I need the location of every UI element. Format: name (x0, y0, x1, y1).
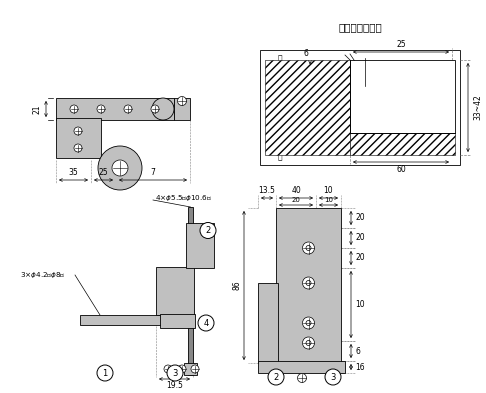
Text: 20: 20 (355, 233, 364, 242)
Text: 10: 10 (324, 186, 333, 195)
Bar (186, 223, 214, 268)
Circle shape (164, 365, 172, 373)
Text: 21: 21 (32, 104, 41, 114)
Text: 40: 40 (291, 186, 301, 195)
Bar (350, 60, 455, 133)
Bar (156, 267, 194, 315)
Text: 25: 25 (396, 40, 406, 49)
Bar (258, 283, 278, 363)
Circle shape (200, 222, 216, 239)
Bar (258, 361, 345, 373)
Text: 20: 20 (355, 253, 364, 263)
Text: 35: 35 (69, 168, 78, 177)
Text: 2: 2 (206, 226, 210, 235)
Circle shape (268, 373, 278, 382)
Circle shape (98, 146, 142, 190)
Circle shape (97, 365, 113, 381)
Bar (80, 315, 188, 325)
Text: 19.5: 19.5 (166, 381, 183, 390)
Circle shape (306, 321, 311, 325)
Text: 2: 2 (273, 373, 278, 382)
Circle shape (177, 97, 187, 105)
Text: 25: 25 (99, 168, 108, 177)
Text: 3: 3 (173, 369, 178, 378)
Circle shape (124, 105, 132, 113)
Text: 21: 21 (367, 92, 376, 101)
Circle shape (178, 365, 186, 373)
Bar (56, 118, 101, 158)
Text: 13.5: 13.5 (259, 186, 276, 195)
Text: 20: 20 (292, 197, 300, 203)
Circle shape (325, 369, 341, 385)
Text: 20: 20 (355, 213, 364, 222)
Circle shape (306, 340, 311, 345)
Text: 3×$\phi$4.2穴$\phi$8皿: 3×$\phi$4.2穴$\phi$8皿 (20, 270, 66, 280)
Text: 【取付加工図】: 【取付加工図】 (338, 22, 382, 32)
Text: 6: 6 (304, 49, 309, 58)
Text: 4: 4 (203, 318, 208, 327)
Circle shape (306, 246, 311, 250)
Circle shape (302, 277, 314, 289)
Bar (276, 208, 341, 363)
Circle shape (74, 127, 82, 135)
Text: 表: 表 (278, 54, 282, 63)
Text: 6: 6 (355, 347, 360, 356)
Text: 4×$\phi$5.5穴$\phi$10.6皿: 4×$\phi$5.5穴$\phi$10.6皿 (155, 193, 212, 203)
Bar (265, 60, 350, 155)
Circle shape (268, 369, 284, 385)
Circle shape (326, 373, 334, 382)
Circle shape (74, 144, 82, 152)
Text: 86: 86 (232, 281, 241, 290)
Circle shape (151, 105, 159, 113)
Circle shape (97, 105, 105, 113)
Bar (56, 98, 174, 120)
Bar (188, 207, 193, 375)
Circle shape (70, 105, 78, 113)
Text: 33~42: 33~42 (473, 95, 482, 120)
Bar (350, 133, 455, 155)
Bar (184, 363, 197, 375)
Text: 10: 10 (324, 197, 333, 203)
Text: 7: 7 (151, 168, 156, 177)
Circle shape (306, 281, 311, 285)
Text: 60: 60 (396, 165, 406, 174)
Text: 3: 3 (330, 373, 336, 382)
Circle shape (302, 317, 314, 329)
Circle shape (112, 160, 128, 176)
Circle shape (297, 373, 307, 382)
Circle shape (152, 98, 174, 120)
Circle shape (191, 365, 199, 373)
Bar (174, 98, 190, 120)
Text: 裏: 裏 (278, 152, 282, 161)
Bar (260, 50, 460, 165)
Circle shape (302, 242, 314, 254)
Bar (160, 314, 195, 328)
Text: 10: 10 (355, 300, 364, 309)
Text: 1: 1 (103, 369, 107, 378)
Text: 16: 16 (355, 362, 364, 371)
Circle shape (167, 365, 183, 381)
Circle shape (198, 315, 214, 331)
Circle shape (302, 337, 314, 349)
